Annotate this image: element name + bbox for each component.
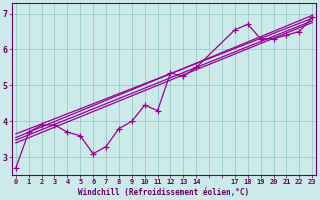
X-axis label: Windchill (Refroidissement éolien,°C): Windchill (Refroidissement éolien,°C) <box>78 188 250 197</box>
